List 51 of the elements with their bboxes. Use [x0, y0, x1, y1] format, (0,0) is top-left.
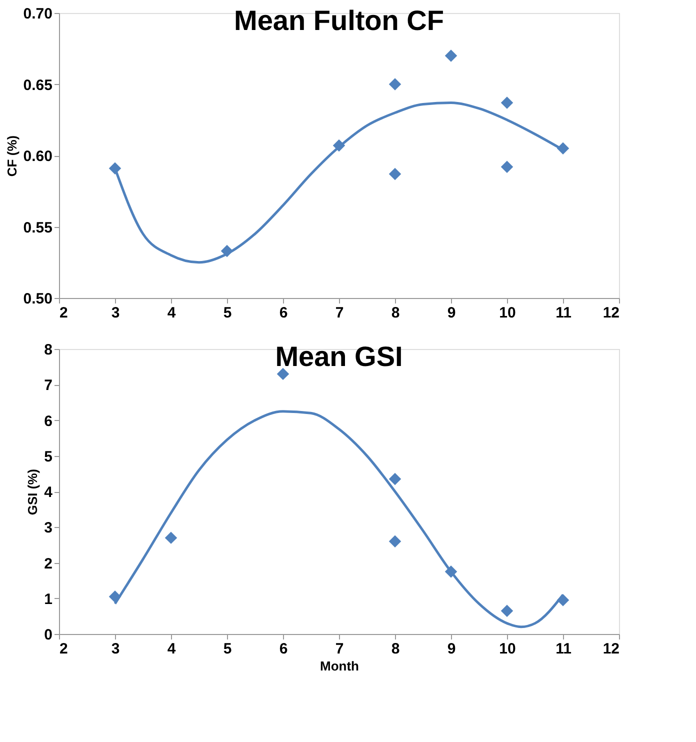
y-tick-label: 0.65 [23, 76, 52, 94]
y-tick-label: 0.50 [23, 290, 52, 308]
point [388, 78, 402, 90]
x-tick-label: 5 [223, 640, 232, 658]
y-tick-label: 6 [44, 412, 52, 430]
point [388, 535, 402, 548]
y-tick-label: 8 [44, 342, 52, 358]
x-tick-label: 4 [167, 304, 176, 322]
x-tick-label: 8 [391, 304, 400, 322]
x-tick-label: 8 [391, 640, 400, 658]
x-axis-title: Month [320, 658, 360, 674]
x-tick-label: 3 [111, 640, 120, 658]
x-tick-label: 10 [499, 640, 516, 658]
x-tick-label: 9 [447, 640, 456, 658]
point [500, 160, 514, 174]
point [164, 532, 178, 544]
y-axis-title: CF (%) [4, 135, 20, 177]
y-tick-label: 0 [44, 626, 52, 644]
x-tick-label: 4 [167, 640, 176, 658]
y-tick-label: 3 [44, 520, 52, 537]
point [500, 96, 514, 109]
point [444, 50, 458, 62]
x-tick-label: 12 [602, 640, 620, 658]
y-tick-label: 5 [44, 448, 52, 466]
y-axis-title: GSI (%) [25, 468, 40, 516]
x-tick-label: 11 [556, 640, 572, 658]
x-tick-label: 12 [602, 304, 620, 322]
x-tick-label: 7 [335, 304, 344, 322]
x-tick-label: 6 [279, 640, 288, 658]
x-tick-label: 6 [279, 304, 288, 322]
point [276, 368, 290, 380]
point [388, 168, 402, 180]
x-tick-label: 10 [499, 304, 516, 322]
y-tick-label: 1 [44, 590, 52, 608]
y-tick-label: 7 [44, 377, 52, 394]
y-tick-label: 0.55 [23, 219, 52, 236]
x-tick-label: 2 [60, 640, 68, 658]
y-tick-label: 0.60 [23, 148, 52, 165]
y-tick-label: 0.70 [23, 6, 52, 22]
point [388, 472, 402, 486]
x-tick-label: 5 [223, 304, 232, 322]
chart-title: Mean GSI [275, 341, 403, 372]
y-tick-label: 2 [44, 555, 52, 572]
x-tick-label: 11 [556, 304, 572, 322]
x-tick-label: 2 [60, 304, 68, 322]
chart-title: Mean Fulton CF [234, 5, 444, 36]
point [500, 604, 514, 617]
x-tick-label: 7 [335, 640, 344, 658]
y-tick-label: 4 [44, 484, 54, 501]
x-tick-label: 3 [111, 304, 120, 322]
x-tick-label: 9 [447, 304, 456, 322]
